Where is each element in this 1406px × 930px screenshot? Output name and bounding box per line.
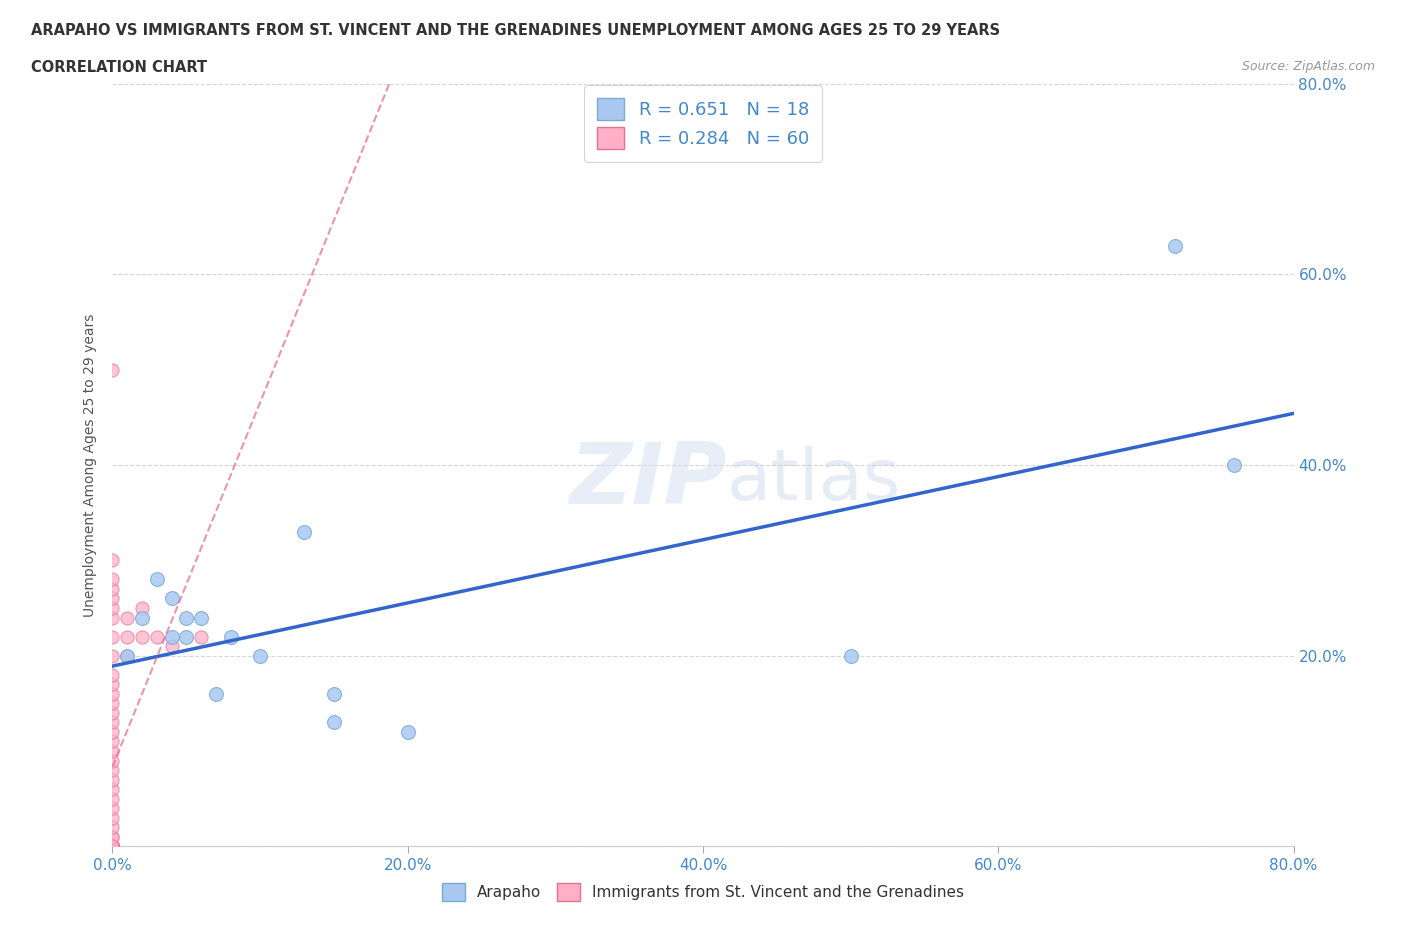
Point [249,648,271,663]
Point [174,630,197,644]
Point [131,610,153,625]
Point [101,810,124,825]
Point [101,839,124,854]
Point [101,601,124,616]
Point [101,686,124,701]
Point [101,839,124,854]
Point [101,839,124,854]
Point [101,734,124,749]
Point [101,839,124,854]
Point [101,744,124,759]
Point [101,715,124,730]
Point [101,839,124,854]
Point [101,839,124,854]
Point [101,706,124,721]
Legend: Arapaho, Immigrants from St. Vincent and the Grenadines: Arapaho, Immigrants from St. Vincent and… [436,876,970,908]
Point [101,839,124,854]
Point [839,648,862,663]
Point [101,839,124,854]
Point [101,648,124,663]
Point [101,839,124,854]
Point [101,772,124,787]
Point [101,839,124,854]
Point [101,839,124,854]
Point [131,630,153,644]
Point [101,820,124,835]
Point [146,630,169,644]
Point [101,677,124,692]
Point [101,610,124,625]
Point [101,839,124,854]
Point [101,572,124,587]
Point [101,581,124,596]
Point [117,648,138,663]
Point [101,839,124,854]
Point [101,839,124,854]
Point [205,686,228,701]
Point [101,839,124,854]
Y-axis label: Unemployment Among Ages 25 to 29 years: Unemployment Among Ages 25 to 29 years [83,313,97,617]
Point [101,839,124,854]
Point [117,630,138,644]
Point [1223,458,1246,472]
Point [323,686,346,701]
Point [101,724,124,739]
Point [160,639,183,654]
Point [101,591,124,606]
Point [1164,238,1187,253]
Point [101,839,124,854]
Point [101,839,124,854]
Point [117,648,138,663]
Point [292,525,315,539]
Point [131,601,153,616]
Point [101,763,124,777]
Point [101,839,124,854]
Text: Source: ZipAtlas.com: Source: ZipAtlas.com [1241,60,1375,73]
Point [219,630,242,644]
Point [174,610,197,625]
Point [101,839,124,854]
Point [190,610,212,625]
Point [160,630,183,644]
Point [101,839,124,854]
Text: atlas: atlas [727,445,901,514]
Point [101,753,124,768]
Point [101,801,124,816]
Point [117,610,138,625]
Point [101,839,124,854]
Text: CORRELATION CHART: CORRELATION CHART [31,60,207,75]
Point [101,839,124,854]
Point [101,830,124,844]
Point [101,668,124,683]
Point [101,696,124,711]
Point [101,839,124,854]
Point [190,630,212,644]
Text: ARAPAHO VS IMMIGRANTS FROM ST. VINCENT AND THE GRENADINES UNEMPLOYMENT AMONG AGE: ARAPAHO VS IMMIGRANTS FROM ST. VINCENT A… [31,23,1000,38]
Point [101,830,124,844]
Point [323,715,346,730]
Point [101,839,124,854]
Point [101,553,124,568]
Point [101,791,124,806]
Point [101,839,124,854]
Point [146,572,169,587]
Point [160,591,183,606]
Point [101,839,124,854]
Point [101,363,124,378]
Point [396,724,419,739]
Point [101,781,124,796]
Text: ZIP: ZIP [569,439,727,522]
Point [101,630,124,644]
